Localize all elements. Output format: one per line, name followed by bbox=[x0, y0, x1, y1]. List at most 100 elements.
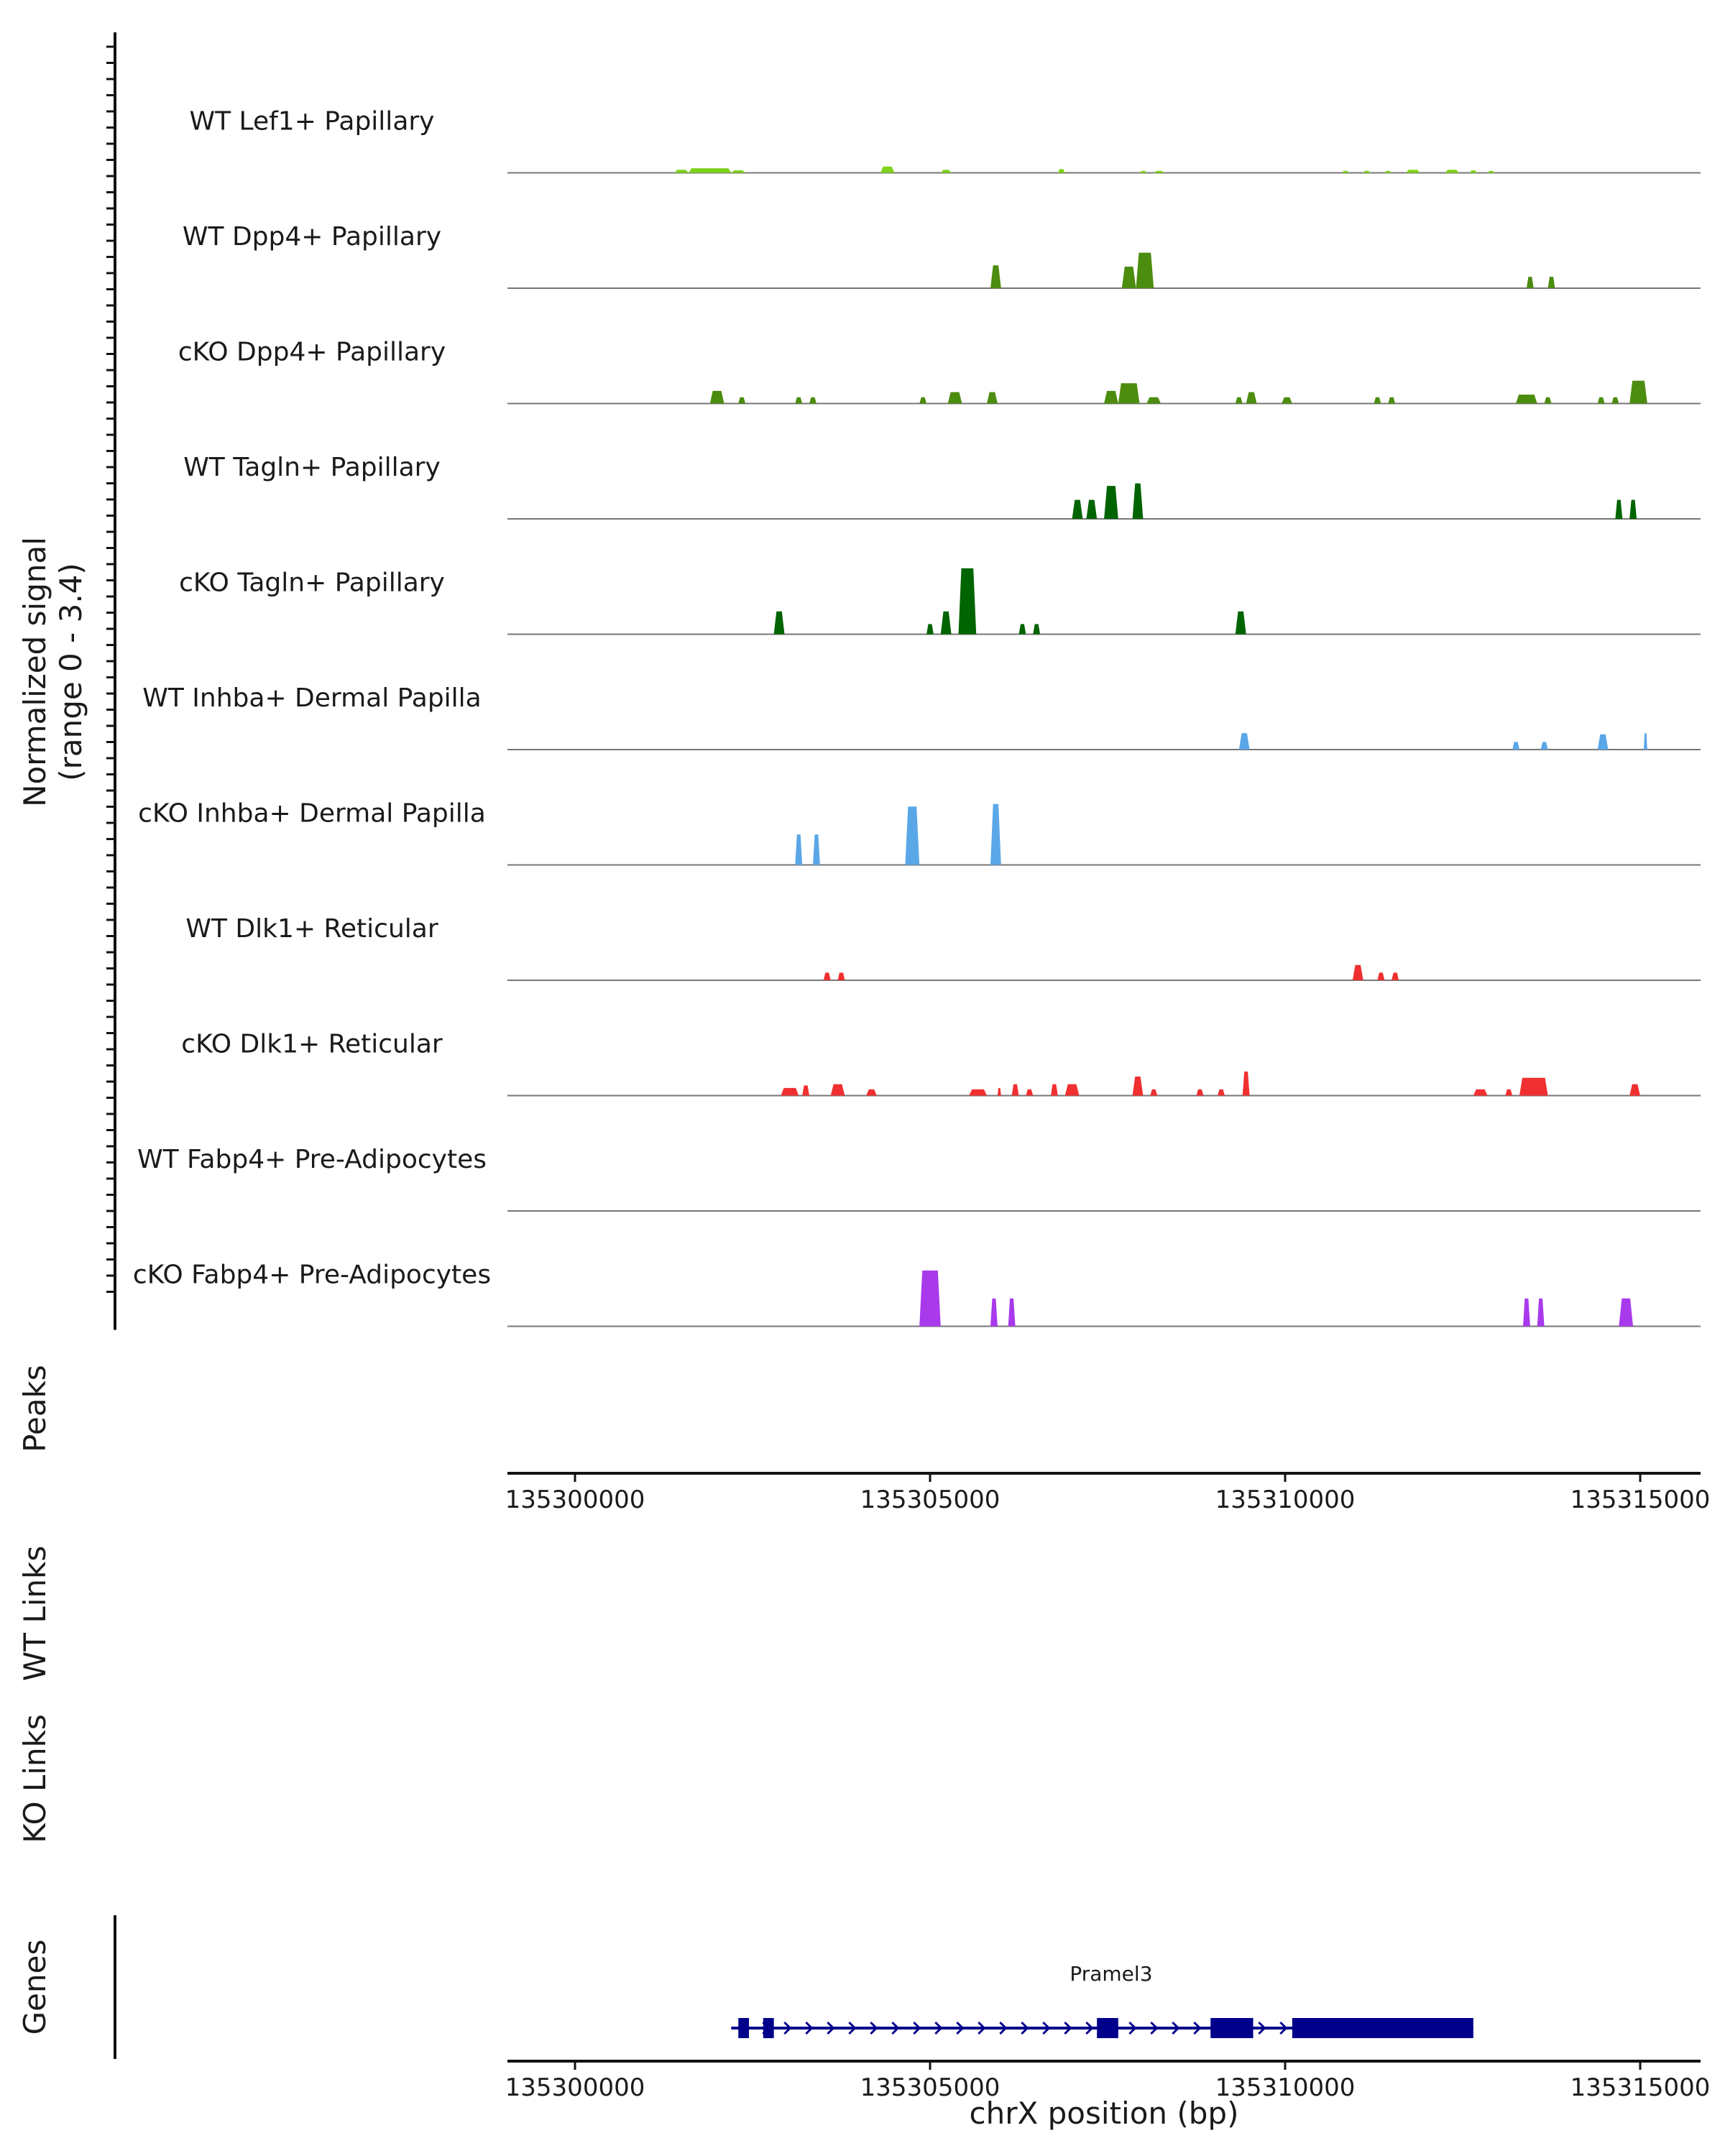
strand-arrow bbox=[1021, 2021, 1029, 2035]
signal-peak bbox=[823, 972, 831, 980]
track-wt-lef1-papillary: WT Lef1+ Papillary bbox=[190, 107, 1701, 174]
signal-peak bbox=[1026, 1089, 1034, 1096]
signal-peak bbox=[773, 611, 785, 635]
track-label: WT Dlk1+ Reticular bbox=[185, 914, 438, 944]
signal-peak bbox=[802, 1085, 809, 1096]
peaks-x-axis: 135300000 135305000 135310000 135315000 bbox=[505, 1472, 1711, 1514]
y-axis-title: Normalized signal (range 0 - 3.4) bbox=[17, 537, 88, 807]
x-tick-label: 135305000 bbox=[860, 1485, 1000, 1514]
signal-peak bbox=[990, 265, 1001, 288]
signal-peak bbox=[919, 397, 927, 404]
strand-arrow bbox=[1258, 2021, 1266, 2035]
signal-peak bbox=[1008, 1298, 1016, 1327]
signal-peak bbox=[1146, 397, 1162, 404]
gene-exon bbox=[1210, 2018, 1254, 2038]
signal-peak bbox=[880, 166, 895, 173]
signal-peak bbox=[1615, 499, 1623, 519]
strand-arrow bbox=[1128, 2021, 1137, 2035]
track-label: cKO Fabp4+ Pre-Adipocytes bbox=[133, 1261, 491, 1290]
track-label: WT Inhba+ Dermal Papilla bbox=[142, 683, 481, 713]
signal-peak bbox=[1388, 397, 1396, 404]
signal-peak bbox=[709, 390, 724, 404]
signal-peak bbox=[1282, 397, 1292, 404]
strand-arrow bbox=[999, 2021, 1008, 2035]
strand-arrow bbox=[956, 2021, 965, 2035]
signal-peak bbox=[731, 170, 746, 173]
signal-peak bbox=[1064, 1084, 1080, 1096]
strand-arrow bbox=[891, 2021, 900, 2035]
signal-peak bbox=[926, 624, 934, 635]
signal-peak bbox=[969, 1089, 987, 1096]
signal-peak bbox=[1352, 964, 1363, 980]
signal-peak bbox=[997, 1087, 1001, 1096]
track-cko-dpp4-papillary: cKO Dpp4+ Papillary bbox=[178, 338, 1701, 405]
strand-arrow bbox=[1064, 2021, 1072, 2035]
left-signal-axis bbox=[106, 32, 116, 1330]
signal-peak bbox=[1121, 267, 1136, 288]
gene-exon bbox=[738, 2018, 750, 2038]
signal-peak bbox=[940, 170, 952, 173]
gene-name-label: Pramel3 bbox=[1070, 1962, 1152, 1986]
track-wt-dlk1-reticular: WT Dlk1+ Reticular bbox=[185, 914, 1701, 981]
strand-arrow bbox=[1193, 2021, 1202, 2035]
x-tick-label: 135315000 bbox=[1570, 1485, 1711, 1514]
track-label: WT Dpp4+ Papillary bbox=[183, 222, 441, 252]
signal-peak bbox=[1537, 1298, 1545, 1327]
signal-peak bbox=[1544, 397, 1552, 404]
signal-peak bbox=[1597, 397, 1605, 404]
x-tick-label: 135315000 bbox=[1570, 2073, 1711, 2102]
signal-peak bbox=[813, 834, 820, 865]
signal-peak bbox=[1246, 392, 1257, 404]
signal-peak bbox=[1377, 972, 1385, 980]
signal-peak bbox=[1154, 170, 1164, 173]
coverage-tracks: WT Lef1+ Papillary WT Dpp4+ Papillary cKO … bbox=[133, 107, 1701, 1327]
x-tick-label: 135300000 bbox=[505, 2073, 645, 2102]
signal-peak bbox=[1033, 624, 1041, 635]
gene-exon bbox=[763, 2018, 774, 2038]
signal-peak bbox=[1104, 486, 1118, 519]
signal-peak bbox=[987, 392, 998, 404]
signal-peak bbox=[1363, 170, 1371, 173]
signal-peak bbox=[1242, 1072, 1250, 1096]
signal-peak bbox=[1150, 1089, 1158, 1096]
track-cko-dlk1-reticular: cKO Dlk1+ Reticular bbox=[181, 1030, 1701, 1097]
signal-peak bbox=[940, 611, 952, 635]
track-label: cKO Tagln+ Papillary bbox=[179, 568, 445, 598]
x-axis-title: chrX position (bp) bbox=[970, 2096, 1239, 2131]
signal-peak bbox=[1643, 733, 1647, 750]
signal-peak bbox=[1051, 1084, 1058, 1096]
signal-peak bbox=[905, 806, 920, 865]
signal-peak bbox=[1235, 611, 1246, 635]
signal-peak bbox=[795, 834, 803, 865]
side-label-peaks: Peaks bbox=[17, 1365, 52, 1452]
signal-peak bbox=[1072, 499, 1083, 519]
signal-peak bbox=[1057, 169, 1065, 173]
track-label: cKO Inhba+ Dermal Papilla bbox=[138, 799, 486, 829]
track-wt-inhba-dermal-papilla: WT Inhba+ Dermal Papilla bbox=[142, 683, 1701, 750]
signal-peak bbox=[1547, 277, 1555, 288]
signal-peak bbox=[781, 1087, 799, 1096]
signal-peak bbox=[1505, 1089, 1513, 1096]
track-cko-inhba-dermal-papilla: cKO Inhba+ Dermal Papilla bbox=[138, 799, 1701, 866]
signal-peak bbox=[1086, 499, 1098, 519]
signal-peak bbox=[1018, 624, 1026, 635]
track-wt-tagln-papillary: WT Tagln+ Papillary bbox=[183, 453, 1701, 520]
signal-peak bbox=[837, 972, 845, 980]
signal-peak bbox=[1519, 1077, 1548, 1096]
signal-peak bbox=[1196, 1089, 1204, 1096]
side-label-wt-links: WT Links bbox=[17, 1546, 52, 1681]
strand-arrow bbox=[1172, 2021, 1180, 2035]
strand-arrow bbox=[978, 2021, 986, 2035]
strand-arrow bbox=[783, 2021, 792, 2035]
signal-peak bbox=[1136, 252, 1154, 288]
signal-peak bbox=[1611, 397, 1619, 404]
signal-peak bbox=[1516, 395, 1537, 404]
y-axis-title-line2: (range 0 - 3.4) bbox=[53, 563, 88, 781]
gene-exon bbox=[1097, 2018, 1118, 2038]
signal-peak bbox=[1342, 170, 1349, 173]
signal-peak bbox=[830, 1084, 845, 1096]
signal-peak bbox=[1597, 734, 1609, 750]
signal-peak bbox=[1406, 170, 1420, 173]
signal-peak bbox=[947, 392, 962, 404]
signal-peak bbox=[958, 568, 977, 635]
